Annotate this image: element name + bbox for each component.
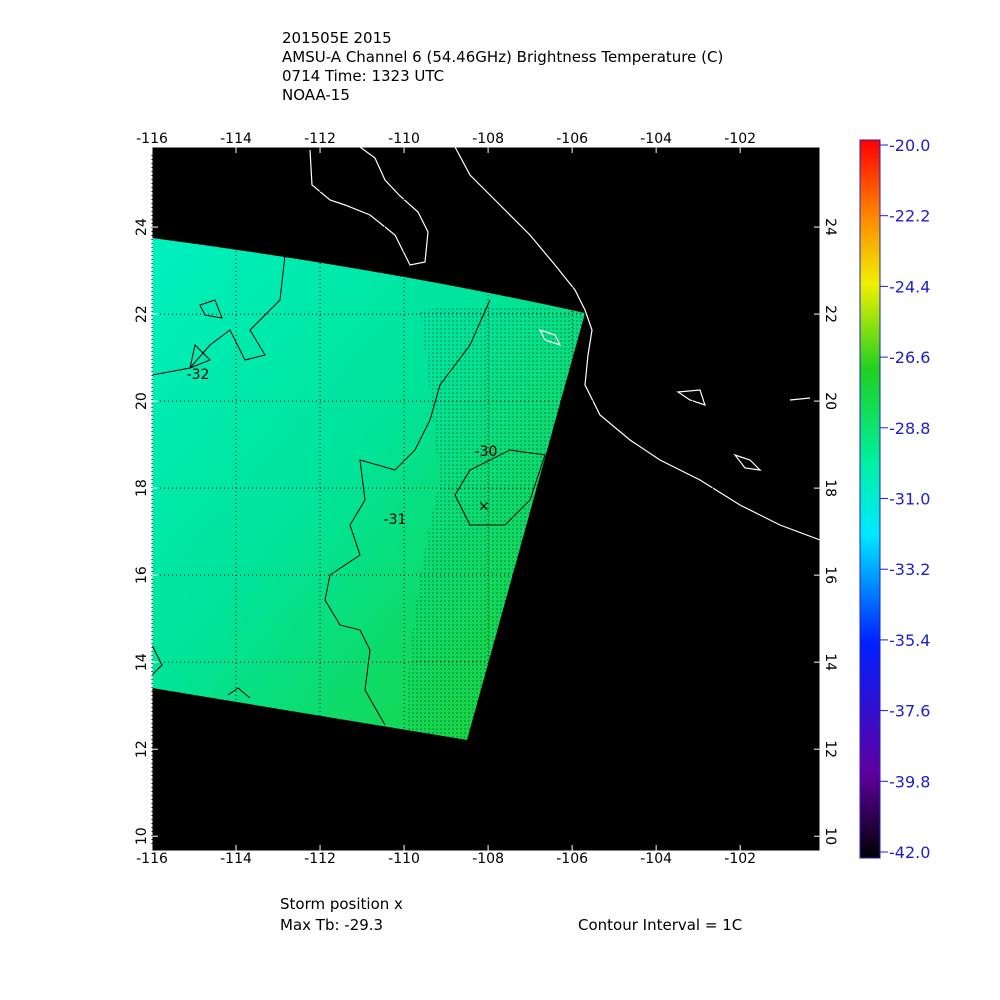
y-tick-label: 12 (134, 740, 150, 758)
contour-label: -30 (475, 444, 498, 460)
max-tb: Max Tb: -29.3 (280, 916, 383, 934)
colorbar-label: -28.8 (889, 419, 930, 438)
title-line: NOAA-15 (282, 86, 350, 104)
x-tick-label: -106 (556, 131, 588, 147)
x-tick-label: -108 (472, 131, 504, 147)
colorbar-label: -37.6 (889, 702, 930, 721)
storm-label: Storm position x (280, 895, 403, 913)
y-tick-label: 24 (134, 218, 150, 236)
colorbar-label: -31.0 (889, 490, 930, 509)
y-tick-label: 14 (822, 653, 838, 671)
y-tick-label: 24 (822, 218, 838, 236)
colorbar-label: -39.8 (889, 772, 930, 791)
colorbar-label: -42.0 (889, 843, 930, 862)
title-line: AMSU-A Channel 6 (54.46GHz) Brightness T… (282, 48, 723, 66)
colorbar-label: -24.4 (889, 277, 930, 296)
y-tick-label: 18 (822, 479, 838, 497)
contour-interval: Contour Interval = 1C (578, 916, 742, 934)
title-line: 201505E 2015 (282, 29, 392, 47)
x-tick-label: -114 (220, 851, 252, 867)
x-tick-label: -106 (556, 851, 588, 867)
title-line: 0714 Time: 1323 UTC (282, 67, 444, 85)
y-tick-label: 22 (134, 305, 150, 323)
y-tick-label: 10 (822, 827, 838, 845)
y-tick-label: 16 (822, 566, 838, 584)
x-tick-label: -104 (640, 131, 672, 147)
y-tick-label: 10 (134, 827, 150, 845)
storm-marker: × (478, 499, 490, 515)
y-tick-label: 14 (134, 653, 150, 671)
x-tick-label: -114 (220, 131, 252, 147)
y-tick-label: 18 (134, 479, 150, 497)
colorbar (859, 139, 881, 859)
x-tick-label: -112 (304, 851, 336, 867)
colorbar-label: -35.4 (889, 631, 930, 650)
x-tick-label: -102 (724, 131, 756, 147)
x-tick-label: -104 (640, 851, 672, 867)
contour-label: -31 (384, 512, 407, 528)
colorbar-label: -20.0 (889, 136, 930, 155)
x-tick-label: -116 (136, 131, 168, 147)
stipple (405, 305, 585, 740)
x-tick-label: -102 (724, 851, 756, 867)
x-tick-label: -110 (388, 851, 420, 867)
x-tick-label: -110 (388, 131, 420, 147)
contours (152, 254, 546, 726)
y-tick-label: 20 (134, 392, 150, 410)
contour-label: -32 (187, 367, 210, 383)
y-tick-label: 12 (822, 740, 838, 758)
colorbar-label: -26.6 (889, 348, 930, 367)
coastline (309, 147, 820, 541)
colorbar-label: -22.2 (889, 207, 930, 226)
colorbar-label: -33.2 (889, 560, 930, 579)
map-content (152, 147, 820, 740)
x-tick-label: -116 (136, 851, 168, 867)
y-tick-label: 20 (822, 392, 838, 410)
x-tick-label: -112 (304, 131, 336, 147)
y-tick-label: 16 (134, 566, 150, 584)
y-tick-label: 22 (822, 305, 838, 323)
x-tick-label: -108 (472, 851, 504, 867)
